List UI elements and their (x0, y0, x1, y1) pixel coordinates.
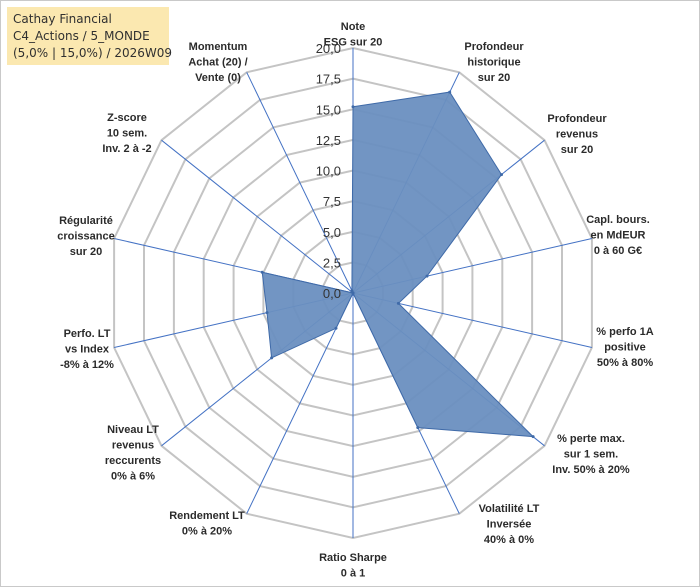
axis-label-line: positive (604, 342, 646, 354)
company-name: Cathay Financial (13, 12, 112, 26)
axis-label-line: 40% à 0% (484, 534, 534, 546)
tick-label: 2,5 (323, 255, 341, 270)
data-point (270, 356, 274, 360)
tick-label: 5,0 (323, 225, 341, 240)
data-point (425, 274, 429, 278)
axis-label-line: Profondeur (464, 41, 524, 53)
axis-label-line: Achat (20) / (188, 57, 247, 69)
axis-label-line: ESG sur 20 (324, 37, 383, 49)
data-point (260, 270, 264, 274)
axis-label: Capl. bours. en MdEUR 0 à 60 G€ (586, 214, 650, 257)
data-point (500, 173, 503, 177)
data-point (334, 326, 338, 330)
axis-label-line: revenus (112, 440, 154, 452)
axis-label-line: Inv. 50% à 20% (552, 464, 630, 476)
axis-label-line: en MdEUR (591, 230, 646, 242)
data-point (448, 90, 452, 94)
axis-label-line: 0% à 6% (111, 471, 155, 483)
axis-label-line: 10 sem. (107, 128, 147, 140)
axis-label: Rendement LT 0% à 20% (169, 510, 245, 538)
tick-label: 10,0 (316, 164, 341, 179)
axis-label: Z-score 10 sem. Inv. 2 à -2 (102, 112, 151, 155)
axis-label-line: Ratio Sharpe (319, 552, 387, 564)
axis-label-line: Z-score (107, 112, 147, 124)
axis-label-line: Rendement LT (169, 510, 245, 522)
axis-label-line: Vente (0) (195, 72, 241, 84)
axis-label-line: 0 à 1 (341, 568, 365, 580)
tick-label: 12,5 (316, 133, 341, 148)
axis-spoke (161, 139, 354, 294)
axis-label-line: Volatilité LT (479, 503, 540, 515)
axis-label: Note ESG sur 20 (324, 21, 383, 49)
chart-title-box: Cathay Financial C4_Actions / 5_MONDE (5… (7, 7, 172, 65)
axis-label: Profondeur historique sur 20 (464, 41, 524, 84)
axis-label-line: Perfo. LT (64, 328, 111, 340)
axis-label-line: sur 20 (70, 246, 102, 258)
axis-label: Momentum Achat (20) / Vente (0) (188, 41, 247, 84)
axis-label: Ratio Sharpe 0 à 1 (319, 552, 387, 580)
axis-label-line: Niveau LT (107, 424, 159, 436)
axis-spoke (246, 292, 354, 514)
data-point (265, 311, 269, 315)
axis-label: Volatilité LT Inversée 40% à 0% (479, 503, 540, 546)
tick-label: 20,0 (316, 41, 341, 56)
axis-label: % perte max. sur 1 sem. Inv. 50% à 20% (552, 433, 630, 476)
axis-label: Régularité croissance sur 20 (57, 215, 114, 258)
data-point (351, 105, 355, 109)
axis-label-line: Note (341, 21, 365, 33)
axis-label: Niveau LT revenus reccurents 0% à 6% (105, 424, 161, 483)
portfolio-category: C4_Actions / 5_MONDE (13, 29, 150, 43)
tick-label: 0,0 (323, 286, 341, 301)
axis-label-line: Régularité (59, 215, 113, 227)
weight-range-and-week: (5,0% | 15,0%) / 2026W09 (13, 46, 172, 60)
axis-label-line: Profondeur (547, 113, 607, 125)
axis-spoke (246, 72, 354, 294)
axis-label-line: reccurents (105, 455, 161, 467)
data-point (416, 426, 420, 430)
tick-label: 15,0 (316, 102, 341, 117)
axis-label-line: 0 à 60 G€ (594, 245, 642, 257)
axis-label-line: sur 1 sem. (564, 449, 618, 461)
tick-label: 17,5 (316, 72, 341, 87)
axis-label-line: % perte max. (557, 433, 625, 445)
axis-label: Perfo. LT vs Index -8% à 12% (60, 328, 114, 371)
axis-label-line: historique (467, 57, 520, 69)
tick-label: 7,5 (323, 194, 341, 209)
axis-label-line: sur 20 (561, 144, 593, 156)
axis-label-line: sur 20 (478, 72, 510, 84)
axis-label-line: % perfo 1A (596, 326, 654, 338)
axis-label-line: Inv. 2 à -2 (102, 143, 151, 155)
axis-label-line: Capl. bours. (586, 214, 650, 226)
axis-label: % perfo 1A positive 50% à 80% (596, 326, 654, 369)
axis-label-line: -8% à 12% (60, 359, 114, 371)
axis-label-line: 50% à 80% (597, 357, 653, 369)
series-area (261, 91, 535, 438)
axis-label-line: vs Index (65, 344, 110, 356)
axis-label-line: 0% à 20% (182, 526, 232, 538)
axis-label-line: revenus (556, 129, 598, 141)
axis-label-line: croissance (57, 231, 114, 243)
axis-label: Profondeur revenus sur 20 (547, 113, 607, 156)
axis-label-line: Momentum (189, 41, 248, 53)
data-point (350, 289, 354, 293)
data-point (396, 301, 400, 305)
data-point (531, 435, 535, 439)
axis-label-line: Inversée (487, 519, 532, 531)
